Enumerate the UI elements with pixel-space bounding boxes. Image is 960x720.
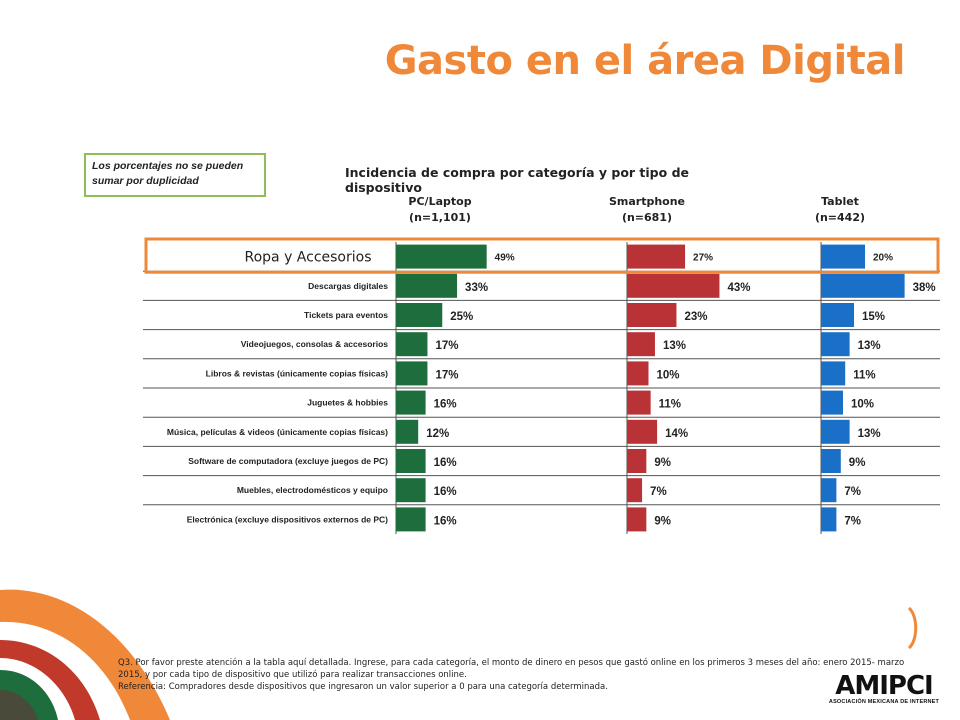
bar-value-label: 10% [657,369,680,381]
category-label: Software de computadora (excluye juegos … [188,456,388,466]
bar-tablet [821,361,846,386]
category-label: Electrónica (excluye dispositivos extern… [187,514,388,524]
amipci-logo: AMIPCI ASOCIACIÓN MEXICANA DE INTERNET [828,673,940,705]
bar-smartphone [627,361,649,386]
category-label: Libros & revistas (únicamente copias fís… [206,368,389,378]
category-label: Juguetes & hobbies [307,398,388,408]
bar-value-label: 11% [659,399,681,411]
bar-value-label: 25% [450,311,473,323]
bar-pclaptop [396,478,426,503]
bar-value-label: 10% [851,399,874,411]
bar-tablet [821,507,837,532]
bar-value-label: 16% [434,399,457,411]
bar-pclaptop [396,303,443,327]
footnote: Q3. Por favor preste atención a la tabla… [118,657,908,693]
category-label: Tickets para eventos [304,310,388,320]
bar-pclaptop [396,390,426,415]
bar-value-label: 7% [844,486,861,498]
bar-pclaptop [396,449,426,473]
bar-value-label: 43% [727,282,750,294]
bar-value-label: 38% [913,282,936,294]
series-header-2: Tablet [821,195,859,208]
decorative-arc [907,606,918,650]
bar-pclaptop [396,244,487,269]
bar-value-label: 9% [654,457,671,469]
bar-tablet [821,419,850,444]
page-title: Gasto en el área Digital [384,38,906,84]
bar-tablet [821,390,843,415]
chart-title: Incidencia de compra por categoría y por… [345,165,689,195]
bar-smartphone [627,507,647,532]
bar-smartphone [627,273,720,298]
bar-value-label: 9% [654,515,671,527]
bar-value-label: 13% [663,340,686,352]
series-sample-0: (n=1,101) [409,211,471,224]
bar-value-label: 13% [858,340,881,352]
bar-value-label: 13% [858,428,881,440]
bar-value-label: 11% [853,369,875,381]
bar-value-label: 7% [844,515,861,527]
series-sample-1: (n=681) [622,211,672,224]
bar-value-label: 15% [862,311,885,323]
bar-value-label: 17% [435,340,458,352]
bar-value-label: 16% [434,486,457,498]
bar-value-label: 14% [665,428,688,440]
bar-tablet [821,478,837,503]
bar-value-label: 27% [693,253,713,264]
series-header-0: PC/Laptop [408,195,471,208]
device-category-bar-chart: PC/Laptop (n=1,101) Smartphone (n=681) Table… [143,195,940,534]
bar-smartphone [627,419,658,444]
category-label: Música, películas & videos (únicamente c… [167,427,388,437]
series-header-1: Smartphone [609,195,685,208]
bar-value-label: 7% [650,486,667,498]
footnote-question: Q3. Por favor preste atención a la tabla… [118,658,905,680]
bar-tablet [821,303,854,327]
category-label: Descargas digitales [308,281,388,291]
bar-tablet [821,449,841,473]
bar-value-label: 9% [849,457,866,469]
decorative-corner-graphic [0,589,170,720]
logo-wordmark: AMIPCI [835,671,933,701]
bar-pclaptop [396,273,458,298]
bar-pclaptop [396,332,428,357]
bar-value-label: 12% [426,428,449,440]
bar-value-label: 23% [684,311,707,323]
category-label: Ropa y Accesorios [244,250,371,266]
series-sample-2: (n=442) [815,211,865,224]
bar-smartphone [627,332,655,357]
bar-value-label: 16% [434,515,457,527]
bar-pclaptop [396,419,419,444]
bar-pclaptop [396,361,428,386]
bar-value-label: 16% [434,457,457,469]
bar-pclaptop [396,507,426,532]
footnote-reference: Referencia: Compradores desde dispositiv… [118,682,608,692]
bar-smartphone [627,390,651,415]
category-label: Muebles, electrodomésticos y equipo [237,485,388,495]
bar-value-label: 33% [465,282,488,294]
bar-smartphone [627,478,643,503]
bar-tablet [821,273,905,298]
highlight-frame [144,237,940,274]
bar-tablet [821,244,865,269]
bar-value-label: 17% [435,369,458,381]
bar-value-label: 49% [495,253,515,264]
logo-subtitle: ASOCIACIÓN MEXICANA DE INTERNET [828,699,940,705]
bar-smartphone [627,303,677,327]
bar-smartphone [627,244,686,269]
bar-smartphone [627,449,647,473]
category-label: Videojuegos, consolas & accesorios [241,339,389,349]
bar-tablet [821,332,850,357]
bar-value-label: 20% [873,253,893,264]
duplicity-note: Los porcentajes no se pueden sumar por d… [84,153,266,197]
